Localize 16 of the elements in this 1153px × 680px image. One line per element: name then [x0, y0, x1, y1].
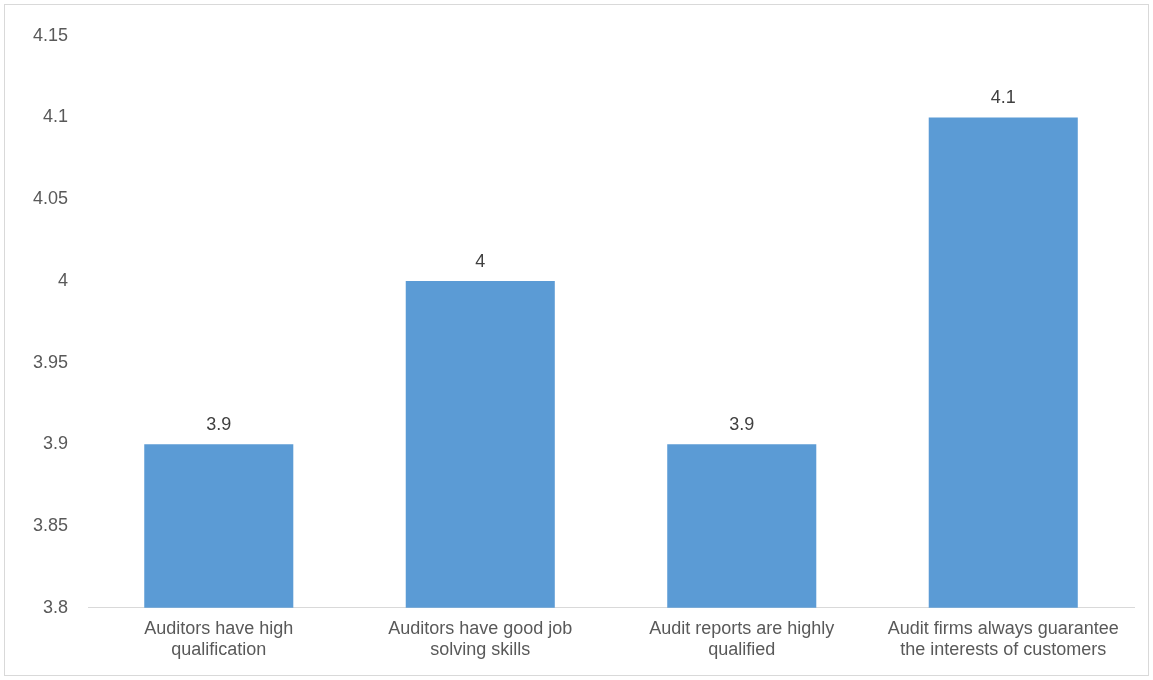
x-tick-label: Auditors have high qualification — [144, 617, 294, 660]
y-tick-label: 4.05 — [32, 188, 69, 209]
y-tick-label: 3.8 — [43, 596, 69, 617]
x-tick-label: Audit reports are highly qualified — [649, 617, 835, 660]
y-tick-label: 3.9 — [43, 433, 69, 454]
y-tick-label: 3.85 — [32, 515, 69, 536]
data-label: 3.9 — [729, 414, 755, 435]
x-tick-label: Audit firms always guarantee the interests of customers — [887, 617, 1119, 660]
y-tick-label: 4.1 — [43, 106, 69, 127]
data-label: 4.1 — [990, 87, 1016, 108]
y-tick-label: 3.95 — [32, 351, 69, 372]
y-tick-label: 4 — [58, 269, 69, 290]
y-tick-label: 4.15 — [32, 24, 69, 45]
x-tick-label: Auditors have good job solving skills — [388, 617, 573, 660]
data-label: 3.9 — [206, 414, 232, 435]
data-label: 4 — [475, 250, 486, 271]
